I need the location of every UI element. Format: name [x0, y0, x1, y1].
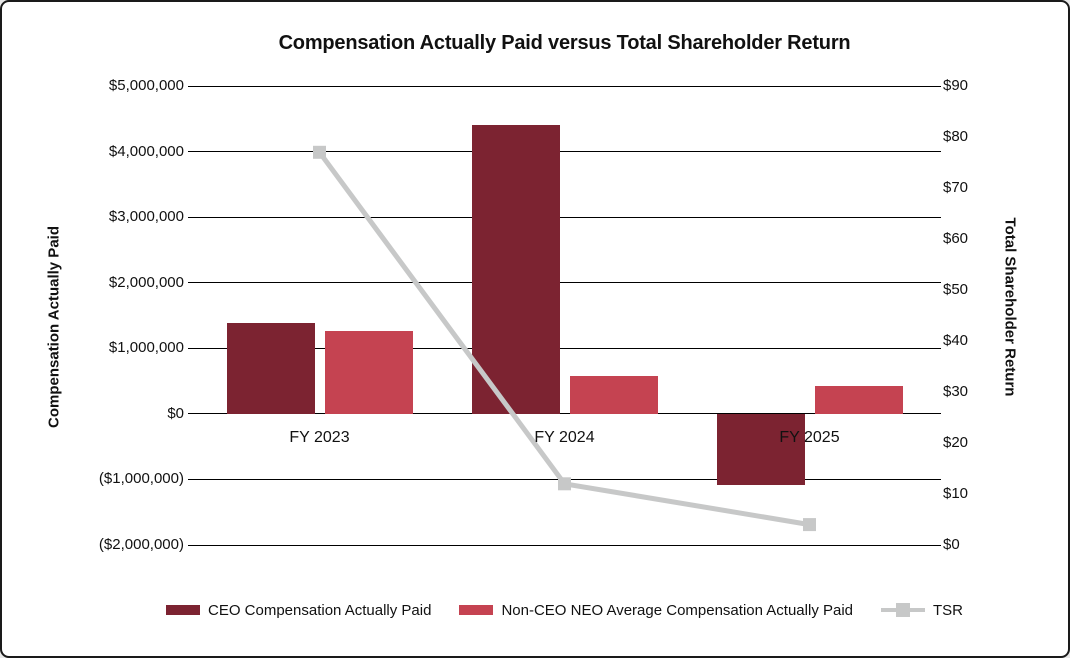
legend-item-series-2: Non-CEO NEO Average Compensation Actuall…: [459, 602, 853, 619]
tsr-marker: [558, 477, 571, 491]
tsr-marker: [313, 145, 326, 159]
bar-series-1-fy-2025: [716, 413, 805, 486]
gridline: [188, 413, 941, 415]
bar-series-2-fy-2024: [569, 376, 658, 414]
right-axis-tick-label: $10: [943, 485, 969, 502]
left-axis-tick-label: ($2,000,000): [98, 536, 184, 553]
gridline: [188, 544, 941, 546]
tsr-marker: [803, 518, 816, 532]
right-axis-tick-label: $70: [943, 179, 969, 196]
category-label: FY 2025: [779, 428, 840, 446]
legend-label: CEO Compensation Actually Paid: [207, 601, 432, 619]
gridline: [188, 85, 941, 87]
gridline: [188, 216, 941, 218]
category-label: FY 2023: [289, 428, 350, 446]
left-axis-tick-label: $3,000,000: [108, 208, 184, 226]
right-axis-tick-label: $50: [943, 281, 969, 298]
chart-title: Compensation Actually Paid versus Total …: [278, 32, 851, 54]
gridline: [188, 347, 941, 349]
left-axis-tick-label: $0: [167, 404, 184, 422]
legend-item-tsr: TSR: [881, 602, 963, 619]
legend-label: TSR: [933, 601, 964, 619]
right-axis-tick-label: $20: [943, 434, 969, 451]
right-axis-tick-label: $0: [943, 536, 960, 553]
left-axis-tick-label: ($1,000,000): [98, 470, 184, 488]
bar-series-1-fy-2024: [471, 125, 560, 414]
legend-line-marker-icon: [881, 603, 926, 617]
right-axis-tick-label: $90: [943, 77, 969, 94]
legend-square-marker-icon: [896, 603, 911, 617]
left-axis-tick-label: $5,000,000: [108, 77, 184, 94]
right-axis-tick-label: $40: [943, 332, 969, 349]
legend-label: Non-CEO NEO Average Compensation Actuall…: [501, 601, 854, 619]
tsr-line: [317, 150, 810, 528]
right-axis-tick-label: $60: [943, 230, 969, 247]
legend-bar-swatch-icon: [165, 605, 200, 615]
left-axis-tick-label: $4,000,000: [108, 142, 184, 160]
gridline: [188, 282, 941, 284]
right-axis-tick-label: $80: [943, 128, 969, 145]
bar-series-2-fy-2025: [814, 385, 903, 414]
bar-series-1-fy-2023: [226, 323, 315, 414]
legend: CEO Compensation Actually Paid Non-CEO NE…: [165, 596, 963, 624]
left-axis-tick-label: $1,000,000: [108, 339, 184, 357]
bar-series-2-fy-2023: [324, 330, 413, 414]
legend-item-series-1: CEO Compensation Actually Paid: [165, 601, 432, 619]
right-axis-tick-label: $30: [943, 383, 969, 400]
gridline: [188, 151, 941, 153]
legend-bar-swatch-icon: [459, 605, 494, 615]
left-axis-tick-label: $2,000,000: [108, 273, 184, 291]
category-label: FY 2024: [534, 428, 595, 446]
